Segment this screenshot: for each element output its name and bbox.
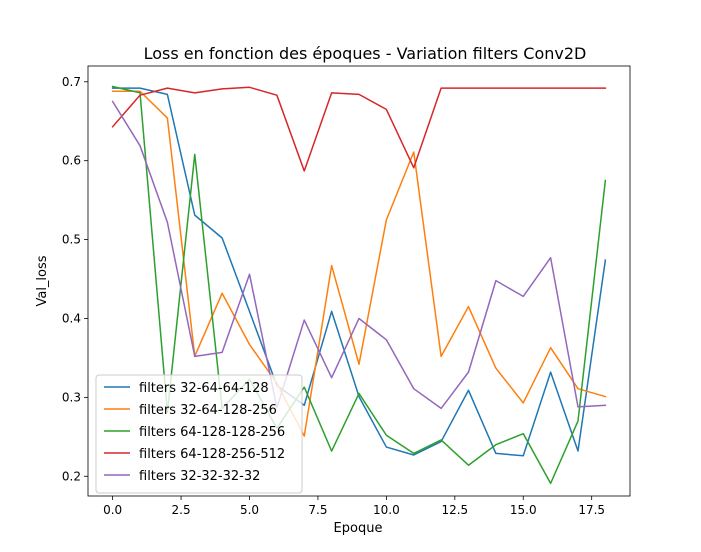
- series-group: [111, 85, 607, 485]
- x-tick-label: 12.5: [441, 503, 468, 517]
- x-tick-label: 7.5: [308, 503, 327, 517]
- y-tick-label: 0.7: [62, 75, 81, 89]
- y-axis-label: Val_loss: [35, 255, 50, 306]
- chart-title: Loss en fonction des époques - Variation…: [144, 44, 587, 63]
- y-tick-label: 0.5: [62, 233, 81, 247]
- legend-entry: filters 64-128-128-256: [139, 425, 285, 440]
- series-line-5: [111, 100, 607, 410]
- x-tick-label: 0.0: [103, 503, 122, 517]
- y-tick-label: 0.2: [62, 469, 81, 483]
- x-tick-label: 17.5: [578, 503, 605, 517]
- legend-box: [95, 374, 303, 494]
- legend: filters 32-64-64-128 filters 32-64-128-25…: [95, 374, 303, 494]
- legend-entry: filters 32-64-128-256: [139, 403, 277, 418]
- series-line-1: [111, 87, 607, 457]
- series-line-4: [111, 86, 607, 172]
- y-tick-label: 0.3: [62, 390, 81, 404]
- x-axis-label: Epoque: [334, 521, 383, 536]
- plot-area: 0.0 2.5 5.0 7.5 10.0 12.5 15.0 17.5 0.2 0.3 0.4 0.5…: [62, 65, 631, 517]
- legend-entry: filters 32-64-64-128: [139, 381, 269, 396]
- y-tick-label: 0.6: [62, 154, 81, 168]
- x-tick-label: 2.5: [172, 503, 191, 517]
- x-tick-label: 5.0: [240, 503, 259, 517]
- y-tick-label: 0.4: [62, 311, 81, 325]
- legend-entry: filters 32-32-32-32: [139, 469, 260, 484]
- plot-frame: [87, 65, 631, 497]
- x-tick-label: 10.0: [373, 503, 400, 517]
- legend-entry: filters 64-128-256-512: [139, 447, 285, 462]
- ticks-group: 0.0 2.5 5.0 7.5 10.0 12.5 15.0 17.5 0.2 0.3 0.4 0.5…: [62, 75, 605, 517]
- series-line-3: [111, 85, 607, 485]
- x-tick-label: 15.0: [510, 503, 537, 517]
